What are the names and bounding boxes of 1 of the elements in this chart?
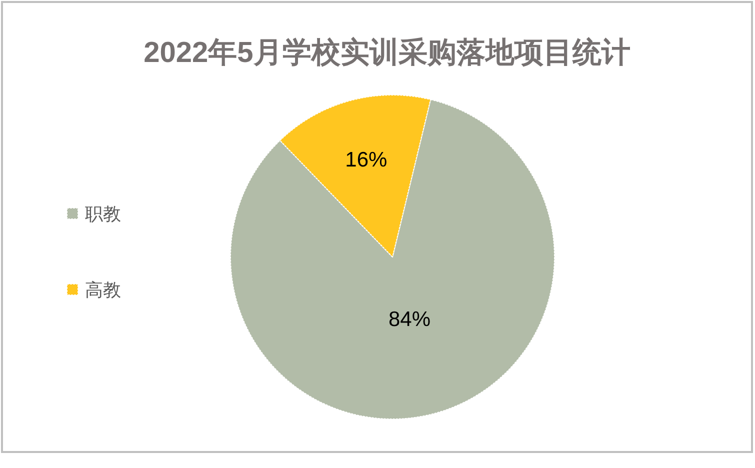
title: 2022年5月学校实训采购落地项目统计	[144, 37, 630, 69]
